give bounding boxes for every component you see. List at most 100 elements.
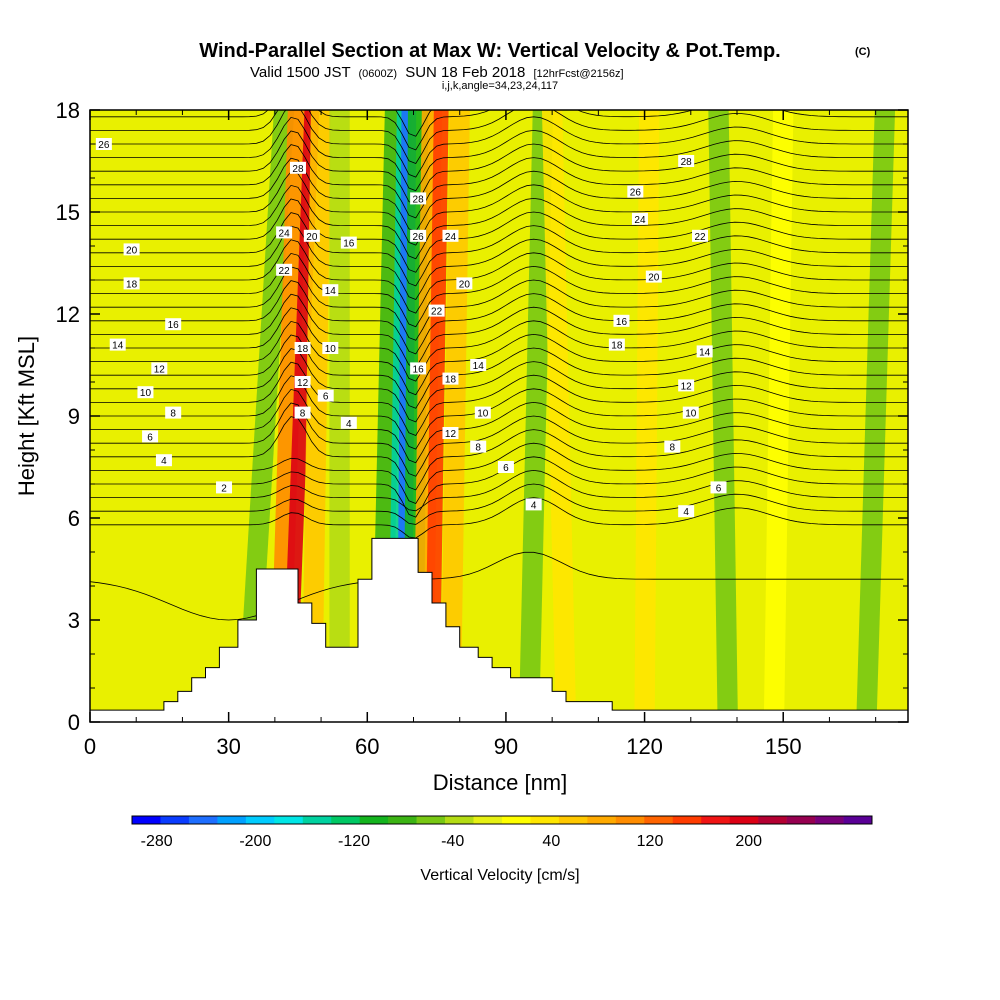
contour-label: 6 — [497, 461, 514, 474]
contour-label: 8 — [165, 406, 182, 420]
y-tick-label: 18 — [56, 98, 80, 123]
theta-contour — [90, 483, 908, 525]
contour-label-box — [303, 229, 320, 242]
contour-label-box — [289, 161, 306, 174]
colorbar-frame — [131, 815, 873, 825]
colorbar-tick-label: 120 — [637, 833, 664, 850]
contour-label-text: 14 — [699, 347, 711, 358]
contour-label-text: 20 — [306, 232, 318, 243]
theta-contour — [90, 225, 908, 300]
contour-label: 22 — [276, 263, 293, 277]
contour-label-box — [631, 212, 648, 225]
colorbar-swatch — [245, 816, 275, 824]
contour-label: 28 — [410, 192, 427, 205]
contour-label-box — [155, 454, 172, 467]
x-tick-label: 90 — [494, 734, 518, 759]
theta-contour — [90, 320, 908, 396]
contour-label: 8 — [470, 440, 487, 454]
contour-label-box — [340, 236, 357, 249]
contour-label: 10 — [137, 386, 154, 399]
x-tick-label: 60 — [355, 734, 379, 759]
contour-label-text: 22 — [279, 266, 291, 277]
theta-contour — [90, 551, 904, 621]
theta-contour — [90, 497, 908, 539]
colorbar-swatch — [786, 816, 816, 824]
contour-label-box — [294, 342, 311, 354]
theta-contour — [90, 110, 908, 164]
contour-label-box — [474, 406, 491, 419]
y-axis-label: Height [Kft MSL] — [14, 336, 39, 496]
contour-label: 12 — [442, 427, 459, 440]
contour-label: 20 — [303, 229, 320, 243]
contour-label-box — [608, 338, 625, 351]
colorbar-swatch — [644, 816, 674, 824]
contour-label-box — [410, 229, 427, 242]
contour-label-text: 26 — [413, 232, 425, 243]
contour-label-box — [678, 379, 695, 392]
contour-label-box — [142, 430, 159, 443]
contour-label: 16 — [165, 318, 182, 331]
contour-label-text: 12 — [681, 381, 693, 392]
contour-label-box — [276, 226, 293, 239]
contour-label: 10 — [682, 406, 699, 420]
contour-label-text: 18 — [126, 279, 138, 290]
contour-label: 16 — [613, 314, 630, 328]
y-tick-label: 15 — [56, 200, 80, 225]
theta-contour — [90, 375, 908, 450]
contour-label-text: 14 — [473, 361, 485, 372]
theta-contour — [90, 116, 908, 192]
x-axis: 0 30 60 90 120 150 — [84, 110, 877, 759]
contour-label-text: 4 — [531, 500, 537, 511]
contour-label-text: 10 — [325, 344, 337, 355]
colorbar-swatch — [416, 816, 446, 824]
contour-label-text: 22 — [694, 232, 706, 243]
colorbar-swatch — [359, 816, 389, 824]
contour-label: 14 — [109, 338, 126, 352]
contour-label-box — [317, 389, 334, 402]
contour-label-text: 18 — [445, 375, 457, 386]
contour-label: 24 — [276, 226, 293, 239]
colorbar-swatch — [701, 816, 730, 824]
contour-label-text: 24 — [279, 228, 291, 239]
contour-label: 24 — [442, 229, 459, 243]
contour-label: 16 — [340, 236, 357, 250]
contour-label: 2 — [216, 481, 233, 494]
colorbar-swatch — [558, 816, 588, 824]
colorbar-swatch — [530, 816, 560, 824]
contour-label-text: 24 — [445, 232, 457, 243]
contour-label-text: 8 — [475, 443, 481, 454]
contour-label-text: 8 — [300, 409, 306, 420]
colorbar-swatch — [274, 816, 304, 824]
theta-contour — [90, 171, 908, 246]
contour-label: 4 — [678, 505, 695, 518]
theta-contour — [90, 198, 908, 273]
colorbar-tick-label: 200 — [735, 833, 762, 850]
theta-contour — [90, 348, 908, 423]
contour-label: 14 — [322, 284, 339, 297]
terrain — [90, 537, 908, 722]
colorbar-swatch — [217, 816, 247, 824]
colorbar-tick-label: -280 — [141, 833, 173, 850]
contour-label-text: 22 — [431, 307, 443, 318]
contour-label-box — [710, 481, 727, 494]
theta-contour — [90, 307, 908, 382]
theta-contour — [90, 280, 908, 355]
contour-label-box — [470, 440, 487, 453]
theta-contour — [90, 416, 908, 491]
contour-label: 14 — [470, 359, 487, 372]
title-mark: (C) — [855, 46, 871, 58]
x-axis-label: Distance [nm] — [433, 770, 568, 795]
colorbar-label: Vertical Velocity [cm/s] — [420, 867, 579, 884]
valid-time: Valid 1500 JST (0600Z) SUN 18 Feb 2018 [… — [250, 64, 624, 81]
w-band — [708, 110, 738, 722]
y-axis: 0 3 6 9 12 15 18 — [56, 98, 908, 735]
theta-contour — [90, 130, 908, 205]
contour-label-box — [322, 284, 339, 297]
contour-label: 20 — [456, 277, 473, 290]
contour-label-box — [151, 362, 168, 375]
contour-label-text: 4 — [161, 456, 167, 467]
contour-label-text: 12 — [297, 378, 309, 389]
contour-label-text: 8 — [670, 443, 676, 454]
